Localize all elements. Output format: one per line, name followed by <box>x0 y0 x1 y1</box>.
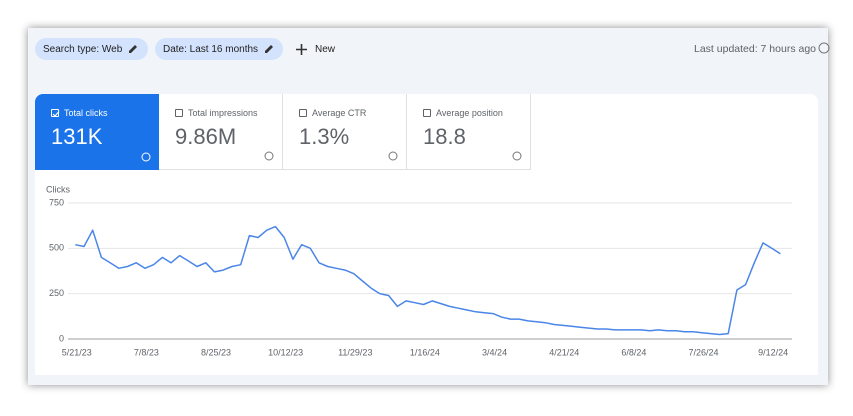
edit-icon <box>129 45 138 53</box>
help-icon <box>388 151 398 161</box>
y-tick-label: 500 <box>49 243 64 253</box>
x-tick-label: 3/4/24 <box>482 347 507 357</box>
x-tick-label: 7/26/24 <box>688 347 718 357</box>
metric-value: 9.86M <box>175 124 237 149</box>
x-tick-label: 9/12/24 <box>758 347 788 357</box>
help-circle <box>512 151 522 161</box>
clicks-line <box>75 225 781 336</box>
console-frame: Search type: Web Date: Last 16 months Ne… <box>28 28 830 385</box>
metric-card[interactable]: Average position 18.8 <box>407 94 531 170</box>
checkbox <box>299 109 307 117</box>
plus-icon <box>296 43 307 55</box>
metric-value: 18.8 <box>423 124 466 149</box>
chart: Clicks 0 250 500 750 5/21/23 7/8/23 8/25/23 10/… <box>46 184 792 357</box>
new-label: New <box>315 43 336 55</box>
edit-icon <box>265 45 274 53</box>
y-tick-label: 250 <box>49 288 64 298</box>
x-tick-label: 7/8/23 <box>134 347 159 357</box>
y-axis-label: Clicks <box>46 184 70 194</box>
filter-chip[interactable]: Date: Last 16 months <box>155 38 283 60</box>
y-tick-label: 750 <box>49 197 64 207</box>
x-tick-label: 6/8/24 <box>621 347 646 357</box>
metric-card[interactable]: Total impressions 9.86M <box>159 94 283 170</box>
chip-label: Date: Last 16 months <box>163 43 259 55</box>
x-tick-label: 4/21/24 <box>549 347 579 357</box>
metric-card[interactable]: Total clicks 131K <box>35 94 159 170</box>
help-circle <box>388 151 398 161</box>
x-tick-label: 5/21/23 <box>62 347 92 357</box>
checkbox <box>423 109 431 117</box>
x-tick-label: 11/29/23 <box>338 347 372 357</box>
chip-label: Search type: Web <box>43 43 123 55</box>
metric-label: Total clicks <box>64 108 108 118</box>
metric-label-row: Total impressions <box>175 108 282 118</box>
y-tick-label: 0 <box>59 333 64 343</box>
metric-label: Average position <box>436 108 503 118</box>
x-tick-label: 8/25/23 <box>201 347 231 357</box>
performance-panel: Total clicks 131K Total impressions 9.86M Av… <box>35 94 818 375</box>
metric-value: 131K <box>51 124 103 149</box>
metric-label-row: Total clicks <box>51 108 159 118</box>
help-icon <box>264 151 274 161</box>
metric-label-row: Average position <box>423 108 530 118</box>
new-filter-button[interactable]: New <box>296 38 335 60</box>
help-circle <box>264 151 274 161</box>
x-tick-label: 10/12/23 <box>268 347 303 357</box>
metric-card[interactable]: Average CTR 1.3% <box>283 94 407 170</box>
metric-label: Average CTR <box>312 108 367 118</box>
checkbox <box>175 109 183 117</box>
help-icon[interactable] <box>818 42 830 54</box>
help-icon <box>141 152 151 162</box>
x-tick-label: 1/16/24 <box>410 347 440 357</box>
help-circle <box>141 152 151 162</box>
filter-chip[interactable]: Search type: Web <box>35 38 148 60</box>
help-icon <box>512 151 522 161</box>
metric-label-row: Average CTR <box>299 108 406 118</box>
metric-label: Total impressions <box>188 108 258 118</box>
metric-value: 1.3% <box>299 124 350 149</box>
last-updated: Last updated: 7 hours ago <box>694 43 817 55</box>
checkbox <box>51 109 60 117</box>
